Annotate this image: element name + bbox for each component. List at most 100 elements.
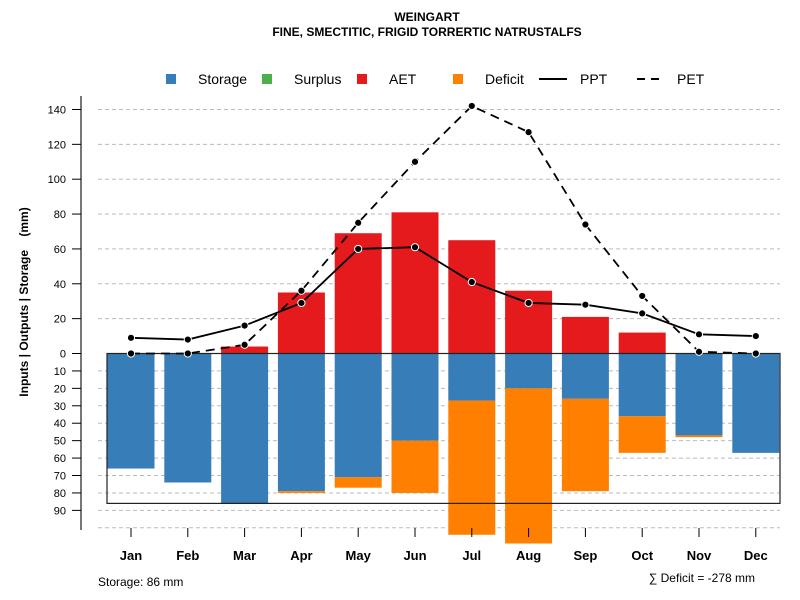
aet-bar	[561, 316, 609, 354]
storage-bar	[164, 353, 212, 483]
pet-point	[354, 218, 363, 227]
y-tick-label: 100	[48, 174, 66, 186]
x-tick-label: Apr	[290, 548, 312, 563]
y-tick-label: 40	[54, 418, 66, 430]
x-tick-label: May	[346, 548, 372, 563]
legend: Storage Surplus AET Deficit PPT PET	[166, 71, 705, 87]
deficit-bar	[334, 477, 382, 488]
pet-point	[297, 286, 306, 295]
pet-point	[410, 157, 420, 166]
y-tick-label: 140	[48, 104, 66, 116]
aet-bar	[448, 240, 496, 354]
gridlines	[98, 108, 780, 529]
ppt-point	[354, 244, 363, 254]
ppt-point	[183, 335, 192, 344]
legend-swatch-surplus	[262, 74, 272, 84]
bars	[107, 212, 780, 544]
y-tick-label: 60	[54, 453, 66, 465]
aet-bar	[334, 233, 382, 354]
storage-bar	[221, 353, 269, 504]
storage-bar	[448, 353, 496, 401]
x-tick-label: Mar	[233, 548, 256, 563]
y-tick-label: 30	[54, 401, 66, 413]
y-tick-label: 0	[60, 349, 66, 361]
aet-bar	[618, 332, 666, 354]
deficit-bar	[561, 398, 609, 492]
x-tick-label: Nov	[687, 548, 712, 563]
x-tick-label: Aug	[516, 548, 541, 563]
aet-bar	[221, 346, 269, 354]
storage-bar	[675, 353, 723, 436]
y-tick-label: 50	[54, 436, 66, 448]
deficit-footer: ∑ Deficit = -278 mm	[649, 571, 755, 585]
x-tick-label: Sep	[573, 548, 597, 563]
y-tick-label: 90	[54, 505, 66, 517]
legend-label-surplus: Surplus	[294, 71, 341, 87]
y-tick-label: 60	[54, 244, 66, 256]
x-tick-label: Jun	[403, 548, 426, 563]
y-tick-label: 20	[54, 383, 66, 395]
y-tick-label: 10	[54, 366, 66, 378]
storage-bar	[334, 353, 382, 478]
y-tick-label: 80	[54, 209, 66, 221]
pet-point	[694, 347, 704, 356]
pet-point	[183, 349, 192, 358]
y-tick-label: 20	[54, 314, 66, 326]
y-tick-label: 70	[54, 471, 66, 483]
pet-point	[126, 349, 136, 358]
ppt-point	[751, 331, 760, 341]
storage-bar	[277, 353, 325, 492]
storage-bar	[732, 353, 780, 453]
legend-swatch-storage	[166, 74, 176, 84]
ppt-line	[130, 246, 756, 341]
ppt-point	[638, 309, 647, 318]
x-tick-label: Dec	[744, 548, 768, 563]
ppt-point	[240, 321, 249, 330]
pet-line	[131, 104, 756, 355]
chart-title: WEINGART	[394, 10, 460, 24]
ppt-point	[694, 330, 704, 339]
legend-label-aet: AET	[389, 71, 417, 87]
storage-bar	[107, 353, 155, 469]
legend-label-storage: Storage	[198, 71, 247, 87]
pet-point	[581, 220, 590, 229]
ppt-point	[126, 333, 136, 342]
y-tick-label: 120	[48, 139, 66, 151]
pet-point	[240, 340, 249, 349]
ppt-point	[524, 298, 533, 308]
deficit-bar	[618, 416, 666, 453]
y-tick-label: 40	[54, 279, 66, 291]
legend-label-ppt: PPT	[580, 71, 608, 87]
deficit-bar	[391, 440, 439, 493]
x-tick-label: Jul	[462, 548, 481, 563]
ppt-point	[467, 277, 476, 287]
pet-point	[751, 349, 760, 358]
x-tick-label: Oct	[631, 548, 653, 563]
legend-label-pet: PET	[677, 71, 705, 87]
storage-bar	[561, 353, 609, 399]
x-tick-label: Feb	[176, 548, 199, 563]
deficit-bar	[675, 435, 723, 438]
pet-point	[638, 291, 647, 301]
lines	[126, 101, 760, 358]
storage-bar	[618, 353, 666, 417]
x-tick-label: Jan	[120, 548, 142, 563]
chart-subtitle: FINE, SMECTITIC, FRIGID TORRERTIC NATRUS…	[272, 25, 581, 39]
deficit-bar	[277, 491, 325, 493]
legend-swatch-aet	[357, 74, 367, 84]
deficit-bar	[505, 388, 553, 544]
storage-bar	[505, 353, 553, 389]
legend-label-deficit: Deficit	[485, 71, 524, 87]
legend-swatch-deficit	[453, 74, 463, 84]
ppt-point	[410, 243, 420, 252]
deficit-bar	[448, 400, 496, 535]
pet-point	[467, 101, 476, 111]
y-tick-label: 80	[54, 488, 66, 500]
ppt-point	[581, 300, 590, 309]
aet-bar	[391, 212, 439, 354]
axes: 0 20 40 60 80 100 120 140 10 20 30 40 50 60 70 80 90 Jan F…	[48, 96, 768, 563]
storage-footer: Storage: 86 mm	[98, 575, 183, 589]
ppt-point	[297, 298, 306, 308]
y-axis-label: Inputs | Outputs | Storage (mm)	[17, 207, 31, 396]
